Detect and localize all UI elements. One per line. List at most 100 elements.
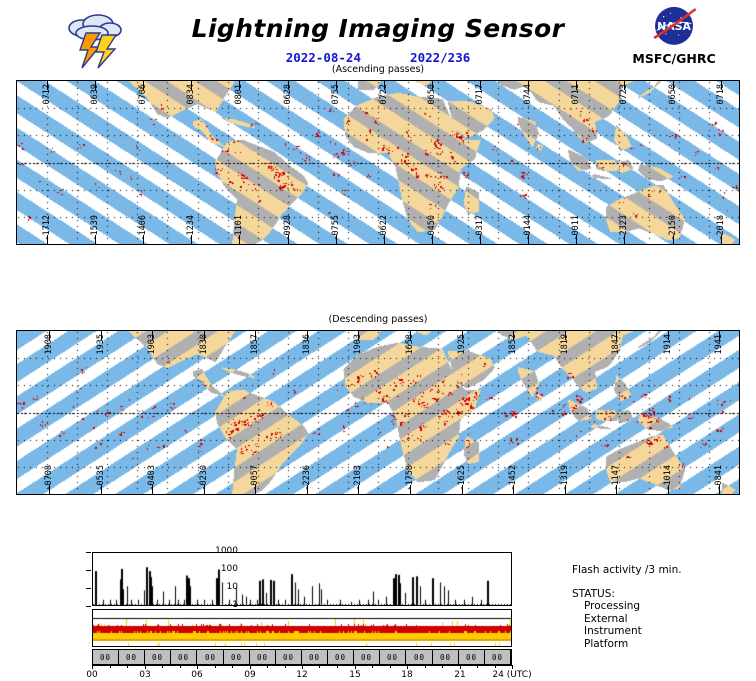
map-tick-mark (191, 81, 192, 90)
map-tick-mark (336, 81, 337, 90)
legend-item-instrument: Instrument (584, 625, 642, 637)
map-tick-mark (307, 485, 308, 494)
orbit-cell: 00 (433, 650, 459, 664)
orbit-cell: 00 (93, 650, 119, 664)
map-time-label-top: 1935 (96, 334, 106, 355)
map-tick-mark (673, 81, 674, 90)
x-axis-tick (302, 665, 303, 669)
y-axis-tick-label: 1 (232, 600, 238, 610)
x-axis-tick-label: 09 (244, 670, 256, 680)
map-tick-mark (668, 485, 669, 494)
descending-pass-map: 1908 1935 1903 1830 1857 1836 1903 1658 1925 1852… (16, 330, 740, 495)
map-tick-mark (576, 235, 577, 244)
map-time-label-top: 1857 (250, 334, 260, 355)
svg-text:NASA: NASA (657, 20, 691, 33)
map-time-label-bottom: -2018 (716, 215, 726, 241)
map-tick-mark (95, 81, 96, 90)
map-tick-mark (336, 235, 337, 244)
map-time-label-top: 1903 (147, 334, 157, 355)
map-time-label-bottom: -0928 (283, 215, 293, 241)
legend-item-external: External (584, 612, 628, 625)
map-time-label-bottom: -2323 (619, 215, 629, 241)
map-tick-mark (204, 331, 205, 340)
x-axis-tick (460, 665, 461, 669)
map-time-label-bottom: -0708 (44, 465, 54, 491)
map-time-label-bottom: -1406 (138, 215, 148, 241)
x-axis-minor-tick (285, 665, 286, 668)
map-time-label-bottom: -1319 (560, 465, 570, 491)
orbit-cell: 00 (354, 650, 380, 664)
map-time-label-top: 1847 (611, 334, 621, 355)
map-tick-mark (719, 331, 720, 340)
map-time-label-bottom: -0622 (379, 215, 389, 241)
x-axis-minor-tick (372, 665, 373, 668)
map-time-label-bottom: -0755 (331, 215, 341, 241)
x-axis-tick-label: 03 (139, 670, 151, 680)
nasa-logo-block: NASA MSFC/GHRC (624, 4, 724, 66)
map-tick-mark (358, 331, 359, 340)
ascending-pass-map: 0712 0639 0706 0834 0801 0628 0755 0722 0650 0717… (16, 80, 740, 245)
map-tick-mark (576, 81, 577, 90)
map-tick-mark (528, 235, 529, 244)
y-axis-tick-label: 100 (220, 564, 238, 574)
x-axis-tick-label: 24 (UTC) (492, 670, 532, 680)
x-axis-minor-tick (267, 665, 268, 668)
y-axis-tick-label: 10 (226, 582, 238, 592)
flash-activity-plot (92, 552, 512, 606)
map-time-label-top: 0801 (234, 84, 244, 105)
map-time-label-top: 0722 (379, 84, 389, 105)
status-bands-panel (92, 609, 512, 647)
orbit-cell: 00 (407, 650, 433, 664)
orbit-cell: 00 (380, 650, 406, 664)
legend-item-platform: Platform (584, 637, 629, 650)
map-tick-mark (101, 485, 102, 494)
map-time-label-bottom: -1014 (663, 465, 673, 491)
map-time-label-top: 0650 (427, 84, 437, 105)
x-axis-tick-label: 18 (401, 670, 413, 680)
x-axis-tick-label: 15 (349, 670, 361, 680)
map-tick-mark (143, 81, 144, 90)
map-time-label-top: 0717 (475, 84, 485, 105)
map-tick-mark (152, 331, 153, 340)
orbit-cell: 00 (171, 650, 197, 664)
x-axis-tick (407, 665, 408, 669)
x-axis-tick (512, 665, 513, 669)
x-axis-tick-label: 00 (86, 670, 98, 680)
map-tick-mark (616, 331, 617, 340)
orbit-cell: 00 (250, 650, 276, 664)
status-bands-canvas (93, 610, 511, 646)
map-time-label-top: 1852 (508, 334, 518, 355)
map-tick-mark (95, 235, 96, 244)
y-axis-tick-label: 1000 (215, 546, 238, 556)
flash-activity-canvas (93, 553, 511, 605)
map-tick-mark (480, 81, 481, 90)
map-time-label-bottom: -0450 (427, 215, 437, 241)
chart-legend: Flash activity /3 min. STATUS: Processin… (572, 564, 752, 650)
map-tick-mark (721, 235, 722, 244)
orbit-cell: 00 (224, 650, 250, 664)
x-axis-minor-tick (337, 665, 338, 668)
y-axis-tick (86, 570, 91, 571)
map-tick-mark (239, 81, 240, 90)
x-axis-minor-tick (162, 665, 163, 668)
map-tick-mark (288, 81, 289, 90)
map-tick-mark (721, 81, 722, 90)
orbit-cell: 00 (198, 650, 224, 664)
map-tick-mark (462, 331, 463, 340)
map-tick-mark (384, 235, 385, 244)
legend-item-processing: Processing (584, 600, 641, 612)
agency-label: MSFC/GHRC (632, 51, 716, 66)
map-time-label-bottom: -1712 (42, 215, 52, 241)
map-time-label-top: 1658 (405, 334, 415, 355)
map-time-label-bottom: -1101 (234, 215, 244, 241)
map-time-label-top: 1903 (353, 334, 363, 355)
flash-activity-chart: 00 00 00 00 00 00 00 00 00 00 00 00 00 00 00 00 00 03 06 0… (0, 546, 756, 680)
x-axis-minor-tick (442, 665, 443, 668)
map-tick-mark (101, 331, 102, 340)
x-axis-tick (355, 665, 356, 669)
x-axis-minor-tick (495, 665, 496, 668)
x-axis-tick-label: 12 (296, 670, 308, 680)
map-time-label-top: 0755 (331, 84, 341, 105)
map-tick-mark (480, 235, 481, 244)
page-header: Lightning Imaging Sensor 2022-08-24 2022… (0, 0, 756, 78)
